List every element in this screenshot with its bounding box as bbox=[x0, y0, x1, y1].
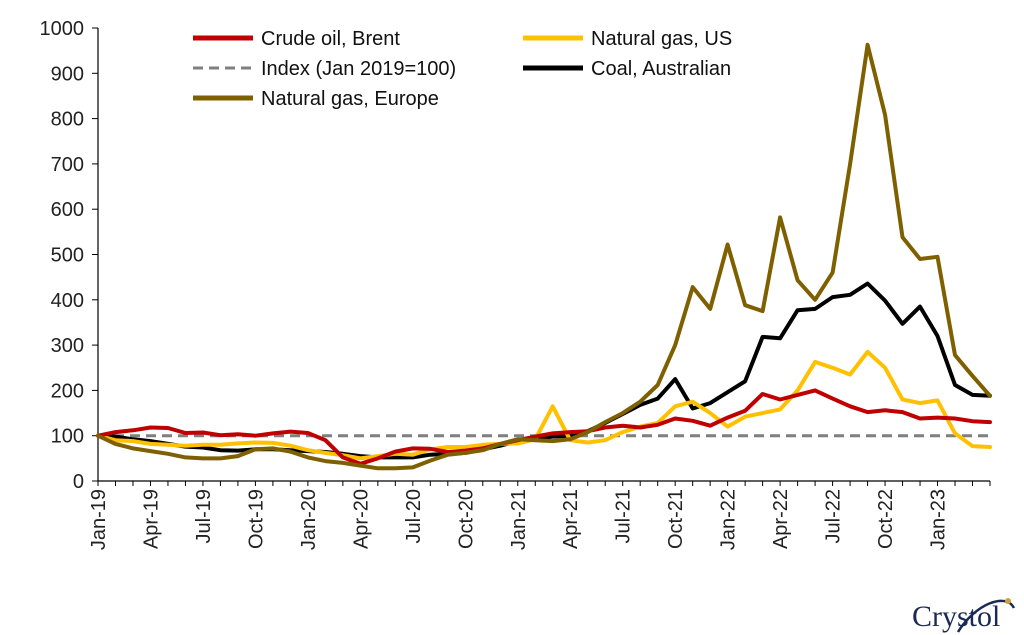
x-tick-label: Jul-19 bbox=[193, 489, 215, 543]
y-tick-label: 600 bbox=[51, 199, 84, 221]
x-tick-label: Jan-20 bbox=[298, 489, 320, 550]
x-tick-label: Apr-19 bbox=[140, 489, 162, 549]
y-tick-label: 100 bbox=[51, 426, 84, 448]
y-tick-label: 0 bbox=[73, 471, 84, 493]
series-line-coal-australian bbox=[96, 281, 992, 460]
x-tick-label: Jul-22 bbox=[823, 489, 845, 543]
logo-swoosh bbox=[956, 599, 1016, 633]
x-tick-label: Oct-22 bbox=[875, 489, 897, 549]
y-axis-ticks: 0 100 200 300 400 500 600 700 800 900 1000 bbox=[40, 18, 98, 493]
y-tick-label: 500 bbox=[51, 245, 84, 267]
y-tick-label: 200 bbox=[51, 380, 84, 402]
legend-label: Crude oil, Brent bbox=[261, 28, 400, 50]
y-tick-label: 400 bbox=[51, 290, 84, 312]
x-tick-label: Jul-20 bbox=[403, 489, 425, 543]
x-tick-label: Jan-19 bbox=[88, 489, 110, 550]
x-tick-label: Oct-20 bbox=[455, 489, 477, 549]
x-tick-label: Oct-19 bbox=[245, 489, 267, 549]
legend-label: Natural gas, US bbox=[591, 28, 732, 50]
series-line-crude-oil-brent bbox=[96, 388, 992, 466]
x-tick-label: Jan-22 bbox=[718, 489, 740, 550]
legend-label: Coal, Australian bbox=[591, 58, 731, 80]
logo-text: Crystol bbox=[912, 600, 1000, 633]
y-tick-label: 700 bbox=[51, 154, 84, 176]
series-line-natural-gas-us bbox=[96, 349, 992, 461]
x-tick-label: Apr-21 bbox=[560, 489, 582, 549]
x-tick-label: Jan-23 bbox=[928, 489, 950, 550]
x-tick-label: Jul-21 bbox=[613, 489, 635, 543]
legend: Crude oil, Brent Natural gas, US Index (Ja… bbox=[193, 28, 732, 110]
crystol-logo: Crystol bbox=[912, 598, 1016, 633]
y-tick-label: 300 bbox=[51, 335, 84, 357]
x-tick-label: Apr-22 bbox=[770, 489, 792, 549]
logo-dot bbox=[1005, 598, 1011, 604]
x-tick-label: Jan-21 bbox=[508, 489, 530, 550]
x-axis-ticks: Jan-19 Apr-19 Jul-19 Oct-19 Jan-20 Apr-20 Jul-… bbox=[88, 481, 991, 550]
y-tick-label: 1000 bbox=[40, 18, 85, 40]
series-line-natural-gas-europe bbox=[96, 42, 992, 471]
x-tick-label: Oct-21 bbox=[665, 489, 687, 549]
legend-label: Index (Jan 2019=100) bbox=[261, 58, 456, 80]
y-tick-label: 800 bbox=[51, 109, 84, 131]
series-lines bbox=[96, 42, 992, 471]
y-tick-label: 900 bbox=[51, 63, 84, 85]
x-tick-label: Apr-20 bbox=[350, 489, 372, 549]
legend-label: Natural gas, Europe bbox=[261, 88, 439, 110]
